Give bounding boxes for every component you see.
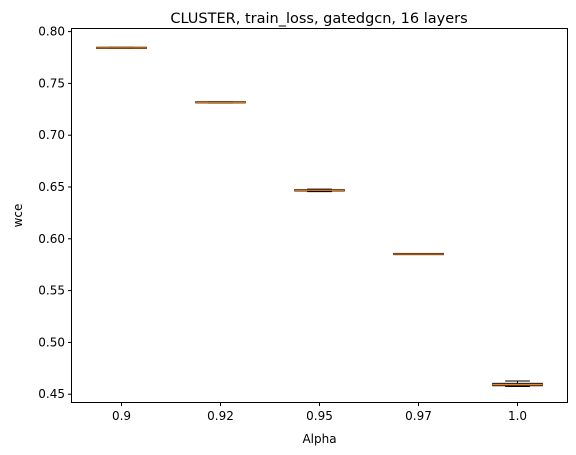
x-tick-label: 0.95 xyxy=(306,409,333,423)
x-tick-label: 1.0 xyxy=(508,409,527,423)
chart-title: CLUSTER, train_loss, gatedgcn, 16 layers xyxy=(170,11,467,27)
x-axis-label: Alpha xyxy=(302,432,336,446)
y-tick-label: 0.75 xyxy=(38,76,65,90)
y-tick-label: 0.50 xyxy=(38,335,65,349)
y-tick-label: 0.65 xyxy=(38,180,65,194)
y-tick-label: 0.60 xyxy=(38,232,65,246)
plot-area: 0.45 0.50 0.55 0.60 0.65 0.70 0.75 0.80 0.9 0.92 0… xyxy=(38,25,543,423)
y-tick-label: 0.45 xyxy=(38,387,65,401)
plot-frame xyxy=(71,28,568,403)
y-tick-label: 0.80 xyxy=(38,25,65,39)
y-axis-label: wce xyxy=(11,204,25,228)
y-tick-label: 0.70 xyxy=(38,128,65,142)
y-tick-label: 0.55 xyxy=(38,284,65,298)
x-tick-label: 0.97 xyxy=(405,409,432,423)
x-tick-label: 0.92 xyxy=(207,409,234,423)
x-tick-label: 0.9 xyxy=(112,409,131,423)
